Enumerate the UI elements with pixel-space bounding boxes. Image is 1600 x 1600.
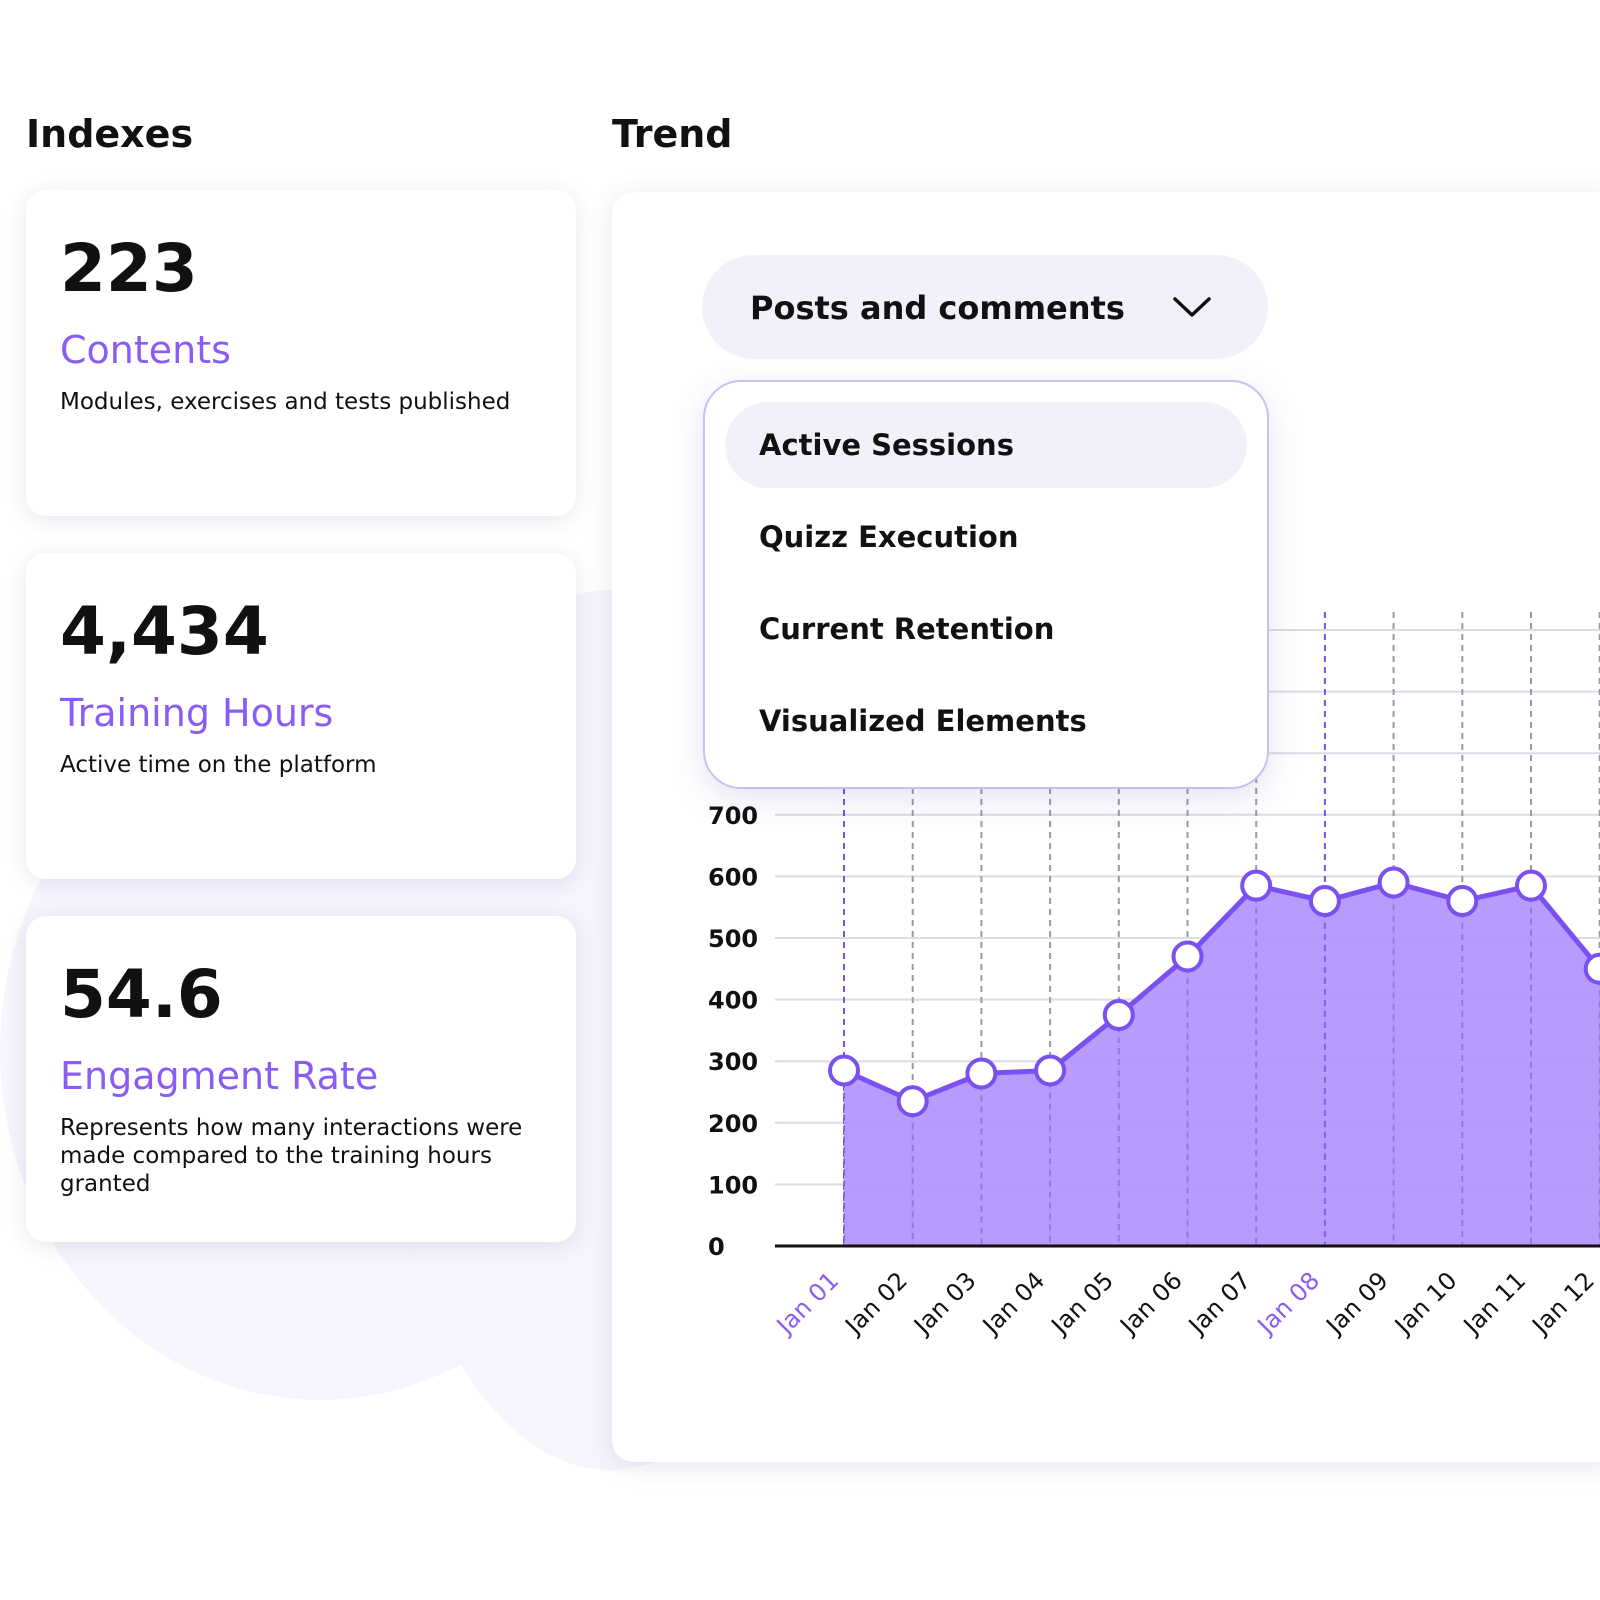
contents-label: Contents	[60, 328, 231, 372]
data-point	[1102, 999, 1135, 1031]
data-point	[1308, 885, 1341, 918]
data-point	[1515, 869, 1547, 902]
x-tick-label: Jan 03	[907, 1266, 981, 1340]
area-fill	[844, 882, 1600, 1246]
data-point	[1034, 1054, 1067, 1087]
data-point	[1171, 940, 1204, 973]
x-tick-label: Jan 12	[1526, 1266, 1600, 1340]
option-current-retention[interactable]: Current Retention	[725, 586, 1247, 672]
x-tick-label: Jan 09	[1319, 1266, 1393, 1340]
y-tick-label: 600	[708, 863, 758, 891]
engagement-rate-description: Represents how many interactions were ma…	[60, 1115, 523, 1197]
chevron-down-icon	[1173, 297, 1211, 317]
y-tick-label: 0	[708, 1233, 725, 1261]
option-quizz-execution[interactable]: Quizz Execution	[725, 494, 1247, 580]
x-tick-label: Jan 02	[839, 1266, 913, 1340]
y-tick-label: 200	[708, 1110, 758, 1138]
indexes-title: Indexes	[26, 112, 194, 156]
option-label: Quizz Execution	[759, 520, 1019, 554]
data-point	[1240, 869, 1273, 902]
metric-select[interactable]: Posts and comments	[702, 255, 1268, 359]
trend-title: Trend	[612, 112, 733, 156]
option-label: Active Sessions	[759, 428, 1014, 462]
x-tick-label: Jan 07	[1182, 1266, 1256, 1340]
y-tick-label: 300	[708, 1048, 758, 1076]
x-tick-label: Jan 10	[1388, 1266, 1462, 1340]
data-point	[828, 1054, 860, 1087]
x-tick-label: Jan 05	[1045, 1266, 1119, 1340]
x-tick-label: Jan 06	[1113, 1266, 1187, 1340]
engagement-rate-label: Engagment Rate	[60, 1054, 379, 1098]
y-tick-label: 100	[708, 1171, 758, 1199]
data-point	[1377, 866, 1410, 899]
engagement-rate-value: 54.6	[60, 956, 223, 1033]
training-hours-label: Training Hours	[60, 691, 334, 735]
option-active-sessions[interactable]: Active Sessions	[725, 402, 1247, 488]
x-tick-label: Jan 01	[770, 1266, 844, 1340]
contents-card: 223 Contents Modules, exercises and test…	[26, 190, 576, 516]
training-hours-description: Active time on the platform	[60, 752, 377, 778]
training-hours-value: 4,434	[60, 593, 269, 670]
x-tick-label: Jan 11	[1457, 1266, 1531, 1340]
option-label: Current Retention	[759, 612, 1055, 646]
y-tick-label: 400	[708, 987, 758, 1015]
x-tick-label: Jan 04	[976, 1266, 1050, 1340]
data-point	[1446, 885, 1479, 918]
data-point	[1583, 952, 1600, 985]
y-tick-label: 700	[708, 802, 758, 830]
contents-description: Modules, exercises and tests published	[60, 389, 511, 415]
metric-dropdown-menu: Active Sessions Quizz Execution Current …	[703, 380, 1269, 789]
y-tick-label: 500	[708, 925, 758, 953]
option-visualized-elements[interactable]: Visualized Elements	[725, 678, 1247, 764]
x-tick-label: Jan 08	[1251, 1266, 1325, 1340]
option-label: Visualized Elements	[759, 704, 1087, 738]
metric-select-value: Posts and comments	[750, 289, 1125, 327]
training-hours-card: 4,434 Training Hours Active time on the …	[26, 553, 576, 879]
contents-value: 223	[60, 230, 198, 307]
data-point	[896, 1085, 929, 1118]
data-point	[965, 1057, 998, 1090]
engagement-rate-card: 54.6 Engagment Rate Represents how many …	[26, 916, 576, 1242]
